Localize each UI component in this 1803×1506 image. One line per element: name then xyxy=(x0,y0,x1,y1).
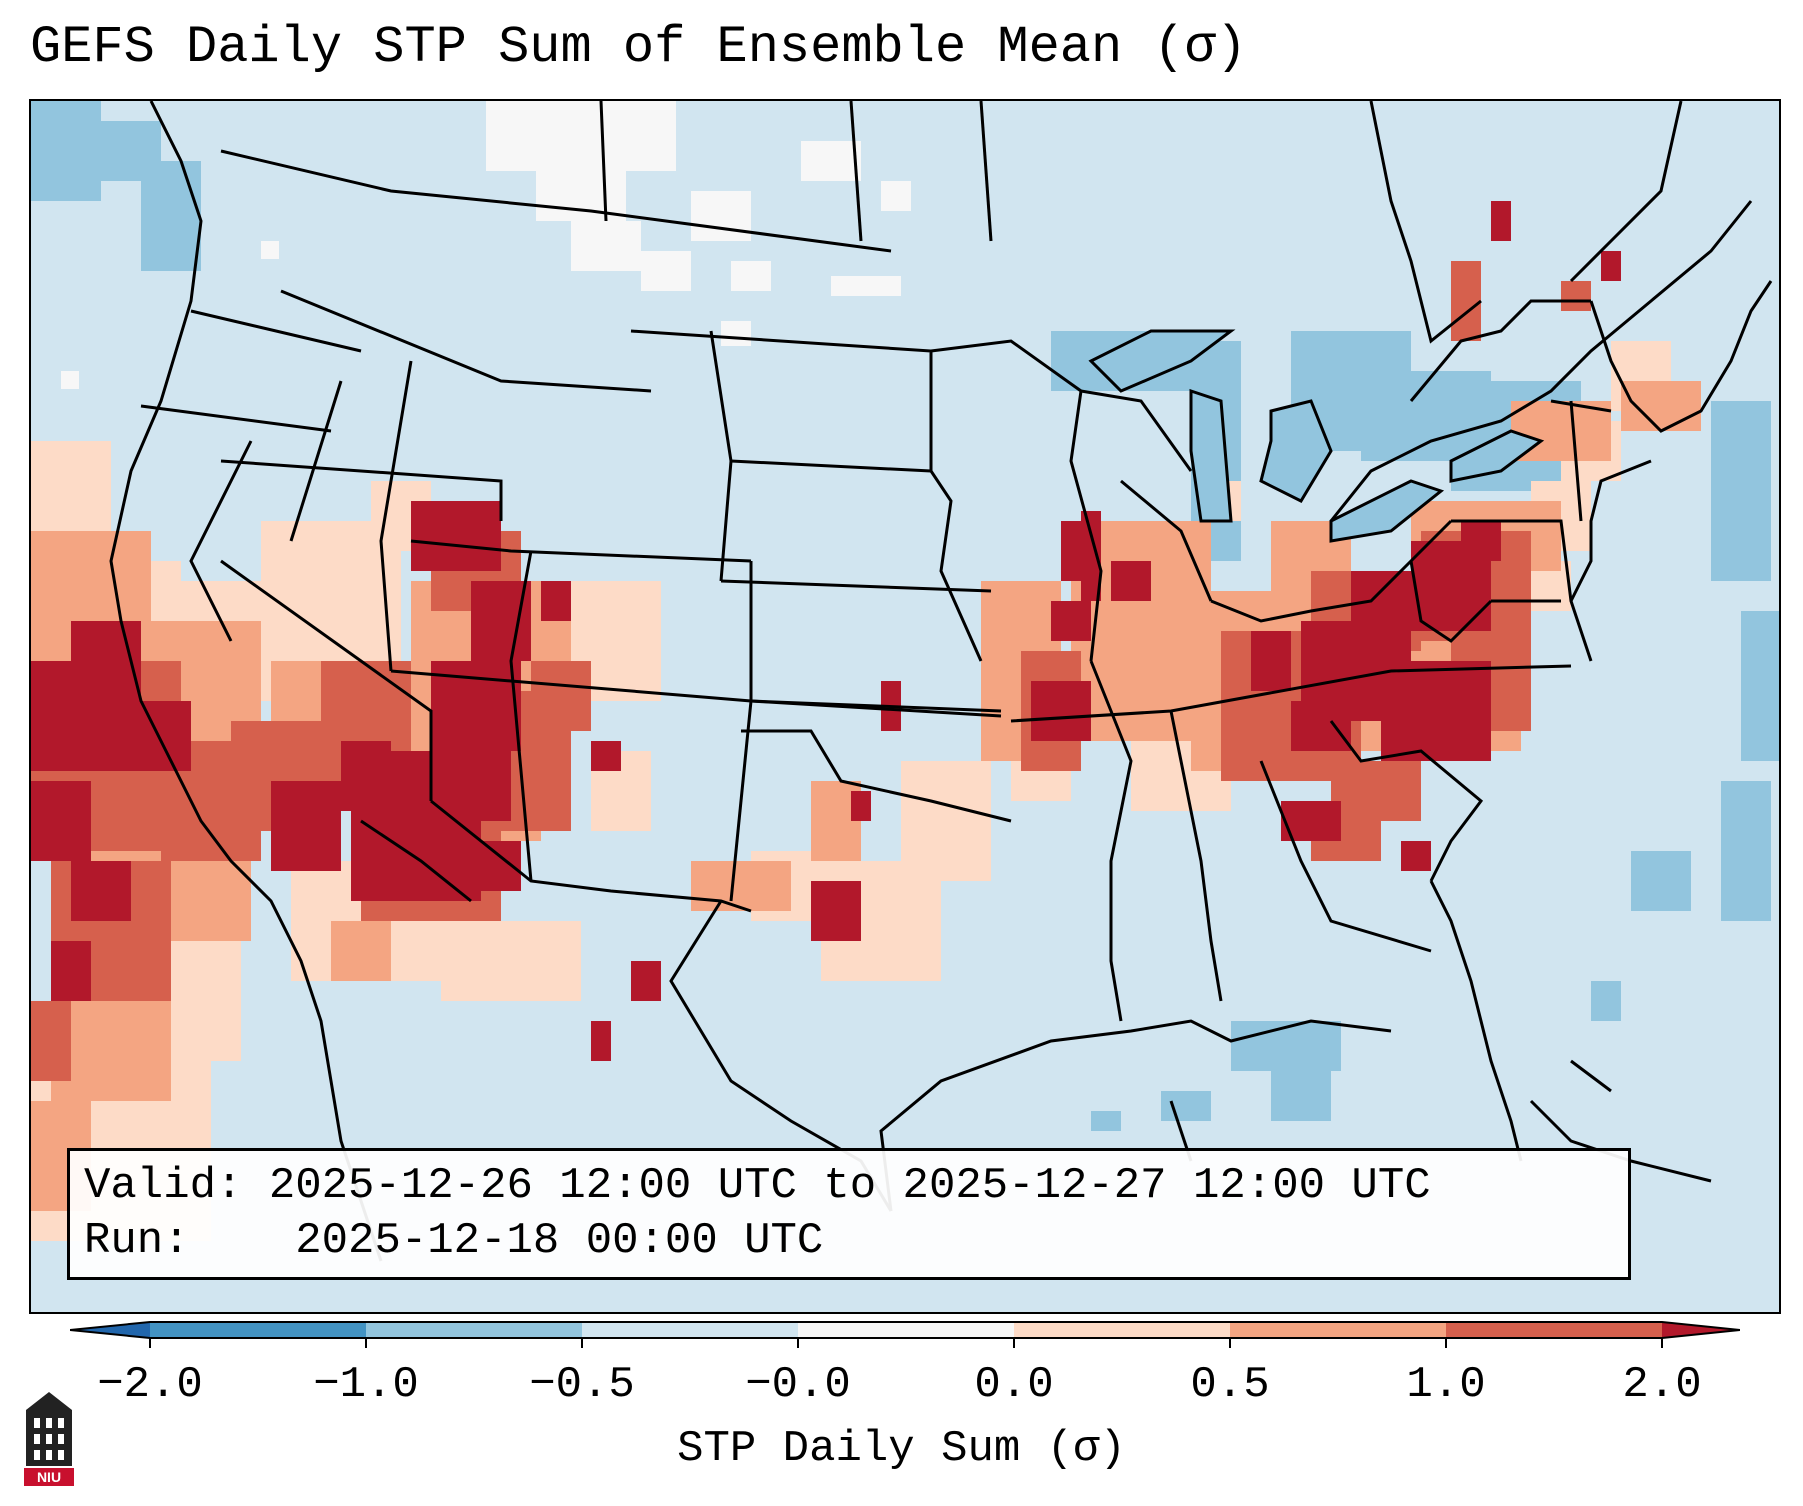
boundary-lines xyxy=(109,101,1773,1262)
colorbar-tick-label: 0.5 xyxy=(1190,1360,1270,1410)
valid-value: 2025-12-26 12:00 UTC to 2025-12-27 12:00… xyxy=(268,1161,1431,1211)
colorbar-tick-label: −2.0 xyxy=(97,1360,203,1410)
colorbar-tick-label: −1.0 xyxy=(313,1360,419,1410)
extreme-positive-patches xyxy=(31,201,1621,1061)
run-label: Run: xyxy=(84,1216,190,1266)
colorbar-tick-label: 1.0 xyxy=(1406,1360,1486,1410)
chart-title: GEFS Daily STP Sum of Ensemble Mean (σ) xyxy=(30,18,1247,77)
colorbar-extend-low xyxy=(70,1322,150,1338)
colorbar-tick-label: 2.0 xyxy=(1622,1360,1702,1410)
map-svg xyxy=(31,101,1779,1262)
map-panel xyxy=(29,99,1781,1314)
colorbar-tick-label: −0.0 xyxy=(745,1360,851,1410)
colorbar-segment-6 xyxy=(1446,1322,1662,1338)
colorbar xyxy=(70,1321,1740,1348)
colorbar-label: STP Daily Sum (σ) xyxy=(677,1424,1126,1474)
colorbar-segment-5 xyxy=(1230,1322,1446,1338)
colorbar-segment-2 xyxy=(582,1322,798,1338)
colorbar-extend-high xyxy=(1662,1322,1740,1338)
valid-label: Valid: xyxy=(84,1161,243,1211)
niu-logo: NIU xyxy=(24,1392,74,1486)
colorbar-segment-0 xyxy=(150,1322,366,1338)
colorbar-tick-label: 0.0 xyxy=(974,1360,1054,1410)
colorbar-segment-3 xyxy=(798,1322,1014,1338)
great-lakes xyxy=(1088,329,1545,543)
run-value: 2025-12-18 00:00 UTC xyxy=(295,1216,824,1266)
colorbar-segment-4 xyxy=(1014,1322,1230,1338)
validity-info-box: Valid: 2025-12-26 12:00 UTC to 2025-12-2… xyxy=(67,1148,1631,1280)
colorbar-segment-1 xyxy=(366,1322,582,1338)
logo-text: NIU xyxy=(37,1469,61,1485)
near-zero-patches xyxy=(61,101,911,389)
colorbar-tick-label: −0.5 xyxy=(529,1360,635,1410)
